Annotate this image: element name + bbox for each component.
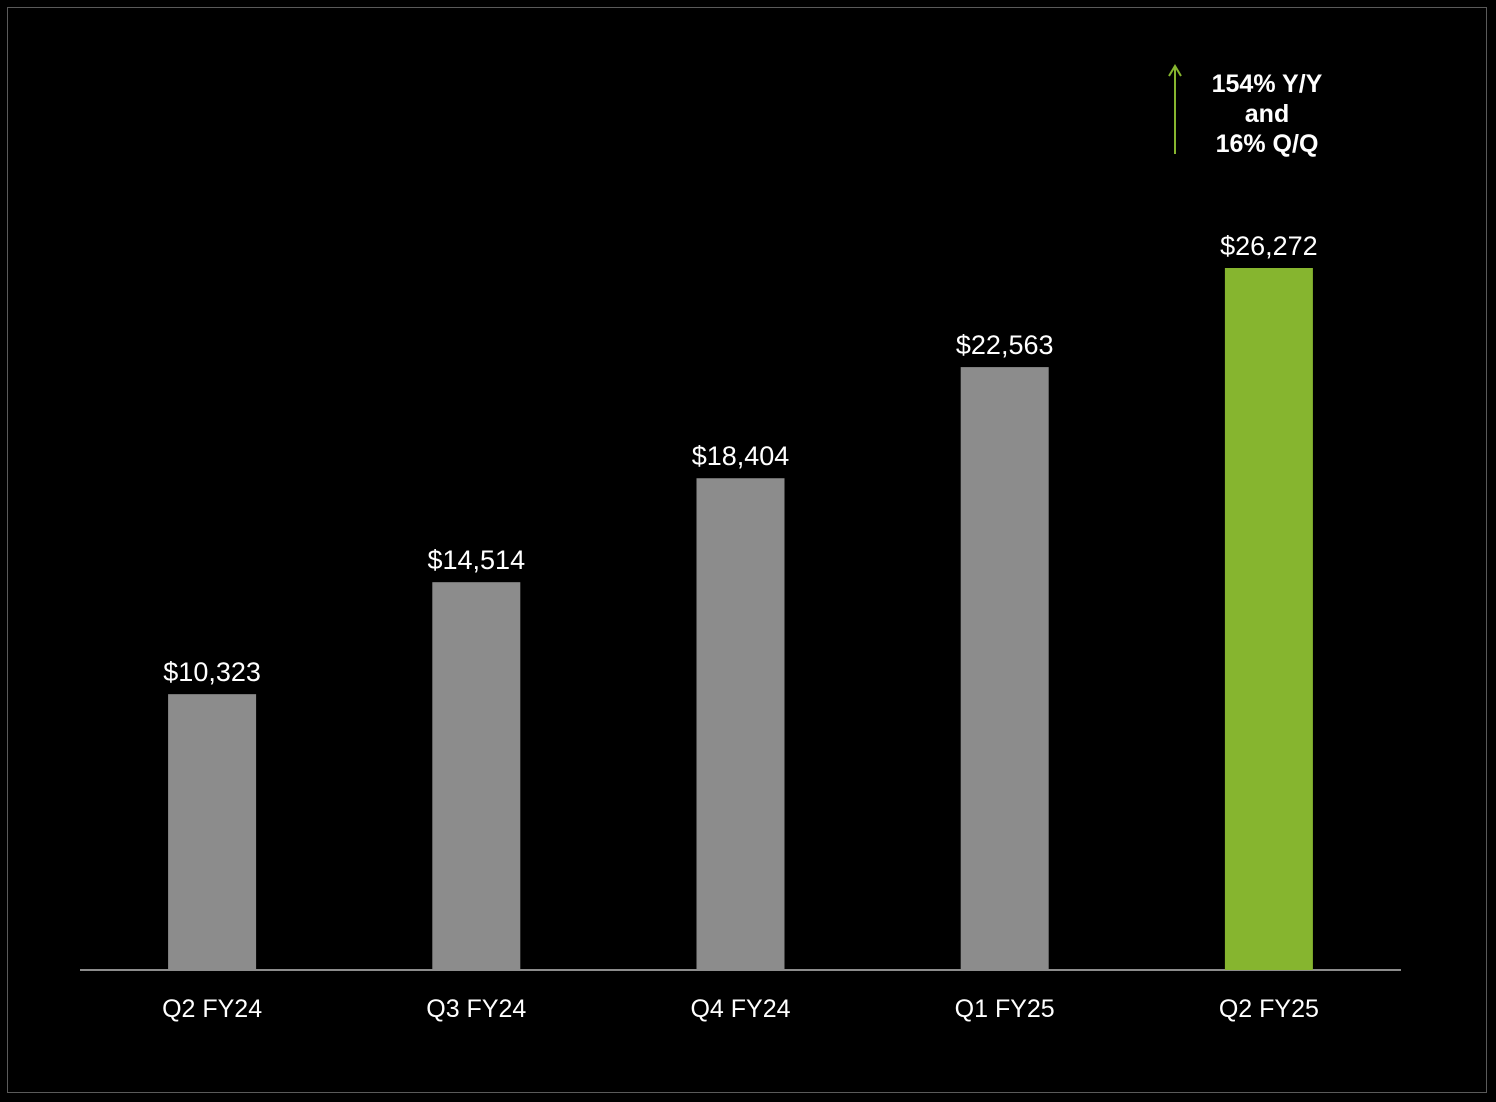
value-labels-group: $10,323 $14,514 $18,404 $22,563 $26,272 bbox=[163, 231, 1317, 687]
chart-frame bbox=[7, 7, 1487, 1093]
bars-group bbox=[168, 268, 1313, 970]
growth-annotation: 154% Y/Y and 16% Q/Q bbox=[1168, 64, 1323, 158]
value-label-q3-fy24: $14,514 bbox=[427, 545, 525, 575]
value-label-q1-fy25: $22,563 bbox=[956, 330, 1054, 360]
category-label-q3-fy24: Q3 FY24 bbox=[426, 995, 526, 1023]
category-labels-group: Q2 FY24 Q3 FY24 Q4 FY24 Q1 FY25 Q2 FY25 bbox=[162, 995, 1319, 1023]
value-label-q2-fy25: $26,272 bbox=[1220, 231, 1318, 261]
annotation-qoq-text: 16% Q/Q bbox=[1216, 130, 1319, 158]
up-arrow-head-icon bbox=[1168, 64, 1182, 77]
bar-q4-fy24 bbox=[696, 478, 785, 970]
value-label-q4-fy24: $18,404 bbox=[692, 441, 790, 471]
bar-q2-fy24 bbox=[168, 694, 257, 970]
value-label-q2-fy24: $10,323 bbox=[163, 657, 261, 687]
annotation-and-text: and bbox=[1245, 100, 1289, 128]
category-label-q2-fy24: Q2 FY24 bbox=[162, 995, 262, 1023]
bar-q1-fy25 bbox=[960, 367, 1049, 970]
bar-q3-fy24 bbox=[432, 582, 521, 970]
category-label-q2-fy25: Q2 FY25 bbox=[1219, 995, 1319, 1023]
bar-q2-fy25 bbox=[1224, 268, 1313, 970]
category-label-q4-fy24: Q4 FY24 bbox=[690, 995, 790, 1023]
annotation-yoy-text: 154% Y/Y bbox=[1212, 70, 1323, 98]
category-label-q1-fy25: Q1 FY25 bbox=[955, 995, 1055, 1023]
